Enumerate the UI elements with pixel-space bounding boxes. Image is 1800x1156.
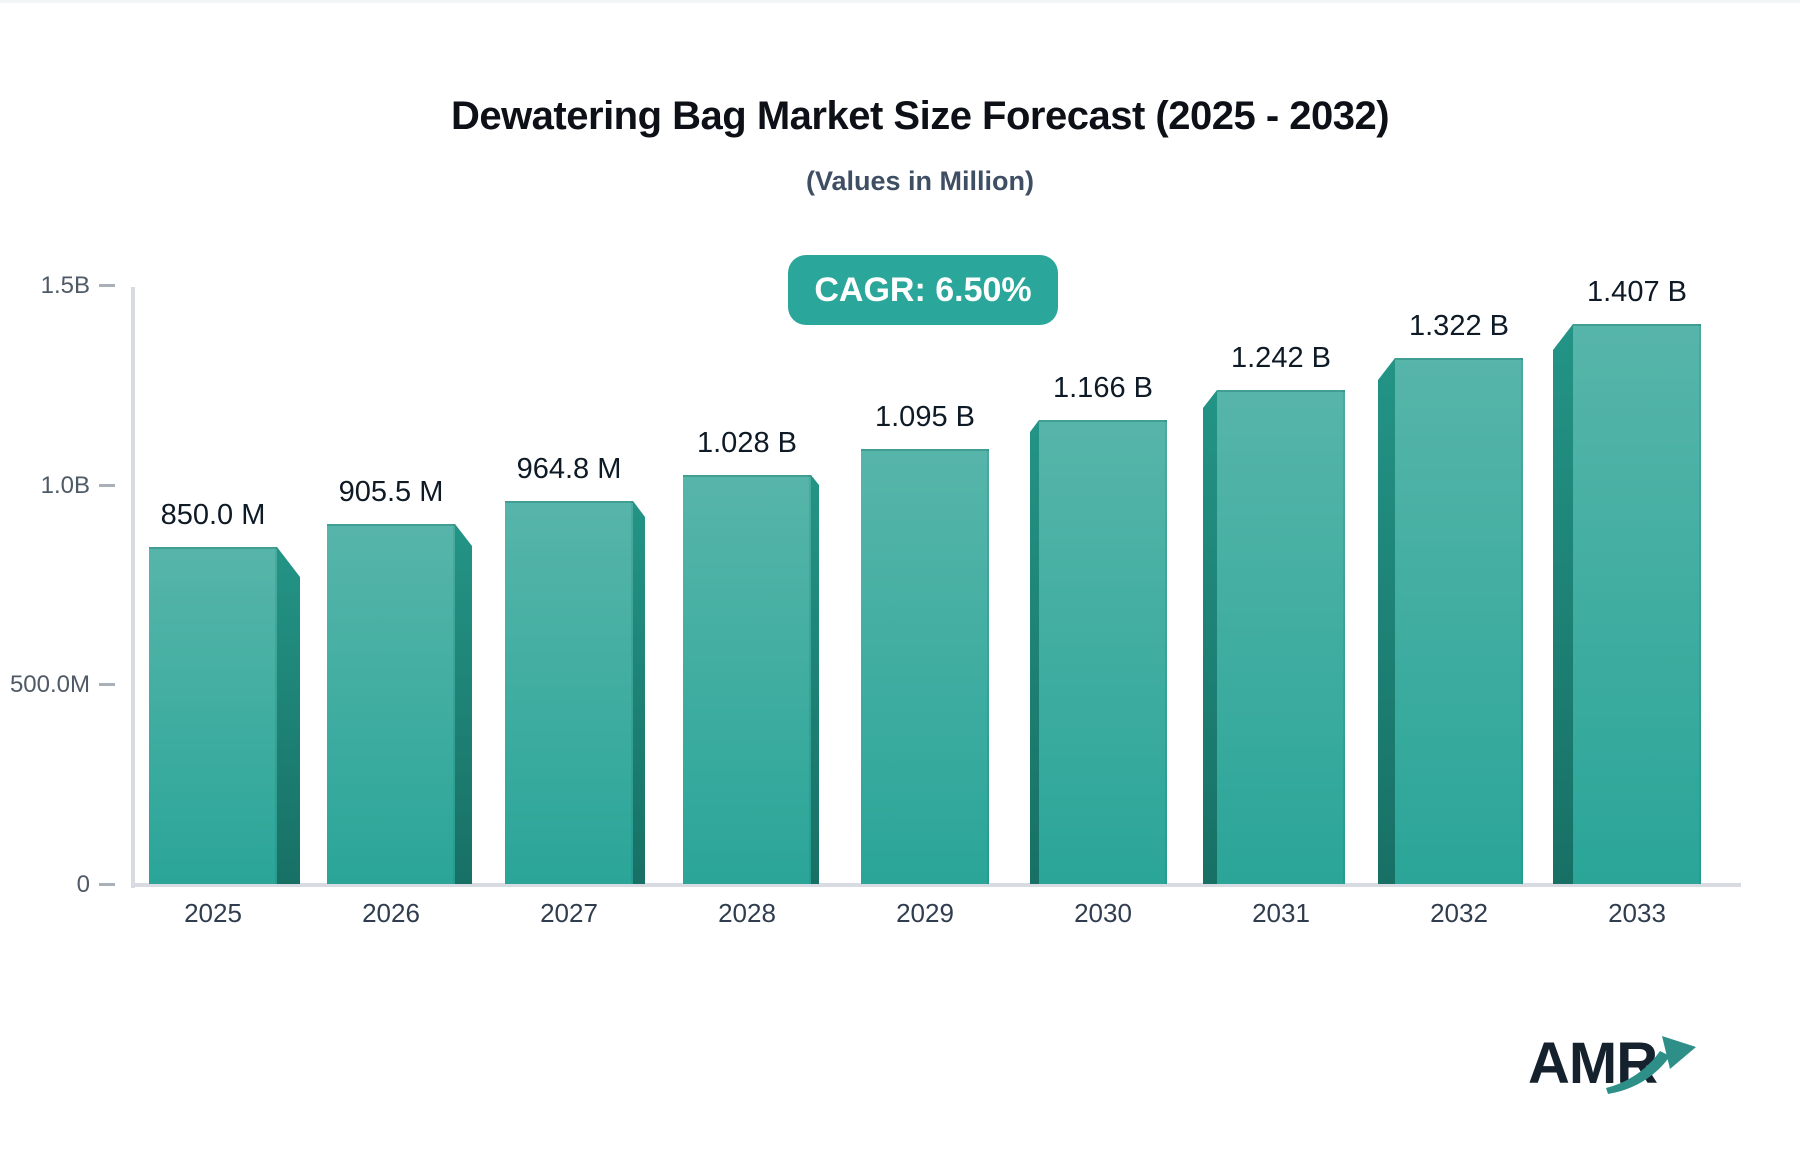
- bar-2031[interactable]: [1217, 390, 1345, 884]
- bar-2028[interactable]: [683, 475, 811, 884]
- x-axis-category-label: 2025: [184, 898, 242, 928]
- bar-value-label: 1.028 B: [697, 427, 797, 459]
- x-axis-category-label: 2031: [1252, 898, 1310, 928]
- x-axis-category-label: 2028: [718, 898, 776, 928]
- y-axis-tick-label: 0: [76, 871, 90, 898]
- bar-2032[interactable]: [1395, 358, 1523, 884]
- bar-value-label: 1.322 B: [1409, 310, 1509, 342]
- y-axis-tick: [99, 284, 115, 287]
- x-axis-line: [131, 883, 1741, 887]
- bar-2030[interactable]: [1039, 420, 1167, 884]
- chart-title: Dewatering Bag Market Size Forecast (202…: [450, 94, 1390, 138]
- y-axis-tick-label: 1.5B: [40, 272, 90, 299]
- bar-side-panel: [455, 524, 472, 884]
- y-axis-tick: [99, 484, 115, 487]
- y-axis-line: [131, 287, 135, 888]
- amr-logo-arrow-icon: [1606, 1036, 1696, 1094]
- bar-side-panel: [811, 475, 819, 884]
- chart-subtitle: (Values in Million): [805, 166, 1035, 196]
- bar-value-label: 964.8 M: [516, 453, 622, 485]
- y-axis-tick: [99, 883, 115, 886]
- bar-side-panel: [1553, 324, 1573, 884]
- bar-2025[interactable]: [149, 547, 277, 884]
- bar-side-panel: [633, 501, 645, 884]
- bar-side-panel: [1030, 420, 1039, 884]
- bar-side-panel: [1378, 358, 1395, 884]
- cagr-badge: CAGR: 6.50%: [788, 255, 1058, 325]
- bar-value-label: 1.407 B: [1587, 276, 1687, 308]
- x-axis-category-label: 2032: [1430, 898, 1488, 928]
- x-axis-category-label: 2029: [896, 898, 954, 928]
- amr-logo-text: AMR: [1528, 1031, 1658, 1096]
- x-axis-category-label: 2033: [1608, 898, 1666, 928]
- bar-side-panel: [1203, 390, 1217, 884]
- x-axis-category-label: 2026: [362, 898, 420, 928]
- bar-value-label: 1.095 B: [875, 401, 975, 433]
- bar-2033[interactable]: [1573, 324, 1701, 884]
- bar-2027[interactable]: [505, 501, 633, 884]
- bar-value-label: 1.166 B: [1053, 372, 1153, 404]
- bar-2026[interactable]: [327, 524, 455, 884]
- bar-side-panel: [277, 547, 300, 884]
- bar-value-label: 905.5 M: [338, 476, 444, 508]
- y-axis-tick: [99, 683, 115, 686]
- bar-2029[interactable]: [861, 449, 989, 884]
- bar-value-label: 850.0 M: [160, 499, 266, 531]
- x-axis-category-label: 2027: [540, 898, 598, 928]
- window-top-edge: [0, 0, 1800, 3]
- x-axis-category-label: 2030: [1074, 898, 1132, 928]
- y-axis-tick-label: 1.0B: [40, 472, 90, 499]
- y-axis-tick-label: 500.0M: [9, 671, 90, 698]
- bar-value-label: 1.242 B: [1231, 342, 1331, 374]
